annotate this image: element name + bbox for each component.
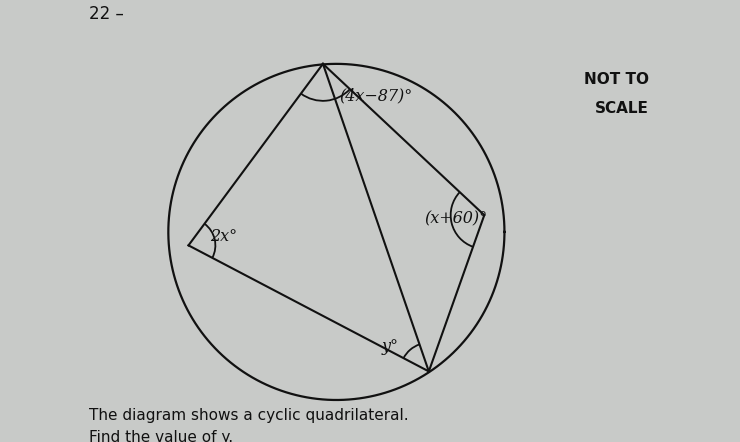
Text: NOT TO: NOT TO [584,72,649,87]
Text: SCALE: SCALE [595,101,649,116]
Text: 22 –: 22 – [90,5,124,23]
Text: The diagram shows a cyclic quadrilateral.: The diagram shows a cyclic quadrilateral… [90,408,409,423]
Text: 2x°: 2x° [210,229,238,245]
Text: y°: y° [382,338,399,354]
Text: Find the value of y.: Find the value of y. [90,430,233,442]
Text: (x+60)°: (x+60)° [424,210,487,227]
Text: (4x−87)°: (4x−87)° [340,88,413,104]
